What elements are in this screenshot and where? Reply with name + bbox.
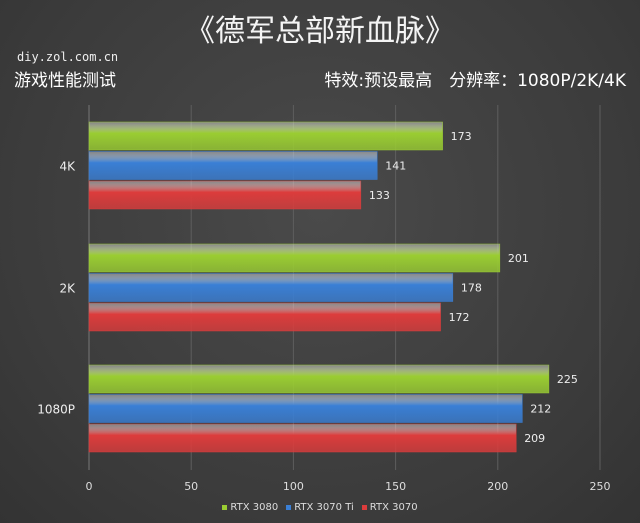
legend-swatch bbox=[222, 504, 228, 510]
category-label: 4K bbox=[59, 159, 76, 173]
test-settings: 特效:预设最高 分辨率：1080P/2K/4K bbox=[324, 71, 626, 91]
data-label: 225 bbox=[557, 373, 578, 386]
bar bbox=[88, 121, 443, 151]
legend-label: RTX 3070 Ti bbox=[294, 502, 354, 513]
bar bbox=[88, 302, 441, 332]
chart-subtitle: 游戏性能测试 bbox=[14, 71, 116, 91]
x-tick-label: 100 bbox=[283, 480, 304, 493]
data-label: 172 bbox=[449, 311, 470, 324]
legend-swatch bbox=[361, 504, 367, 510]
chart-title: 《德军总部新血脉》 bbox=[185, 14, 455, 49]
bar bbox=[88, 423, 517, 453]
data-label: 133 bbox=[369, 189, 390, 202]
x-tick-label: 200 bbox=[487, 480, 508, 493]
data-label: 212 bbox=[530, 403, 551, 416]
data-label: 178 bbox=[461, 282, 482, 295]
data-label: 141 bbox=[385, 160, 406, 173]
bar bbox=[88, 243, 501, 273]
x-tick-label: 0 bbox=[86, 480, 93, 493]
legend-swatch bbox=[286, 504, 292, 510]
bar bbox=[88, 180, 362, 210]
data-label: 201 bbox=[508, 252, 529, 265]
legend-item: RTX 3080 bbox=[222, 502, 278, 513]
data-label: 209 bbox=[524, 432, 545, 445]
bar bbox=[88, 394, 523, 423]
legend-label: RTX 3080 bbox=[230, 502, 279, 513]
legend: RTX 3080 RTX 3070 Ti RTX 3070 bbox=[0, 502, 640, 513]
x-tick-label: 50 bbox=[184, 480, 198, 493]
bar bbox=[88, 151, 378, 180]
legend-label: RTX 3070 bbox=[369, 502, 418, 513]
site-watermark: diy.zol.com.cn bbox=[17, 50, 119, 64]
bar bbox=[88, 273, 454, 302]
x-tick-label: 150 bbox=[385, 480, 406, 493]
legend-item: RTX 3070 bbox=[361, 502, 418, 513]
category-label: 1080P bbox=[37, 402, 75, 416]
bar bbox=[88, 364, 550, 394]
x-tick-label: 250 bbox=[590, 480, 611, 493]
category-label: 2K bbox=[59, 281, 76, 295]
data-label: 173 bbox=[451, 130, 472, 143]
legend-item: RTX 3070 Ti bbox=[286, 502, 354, 513]
